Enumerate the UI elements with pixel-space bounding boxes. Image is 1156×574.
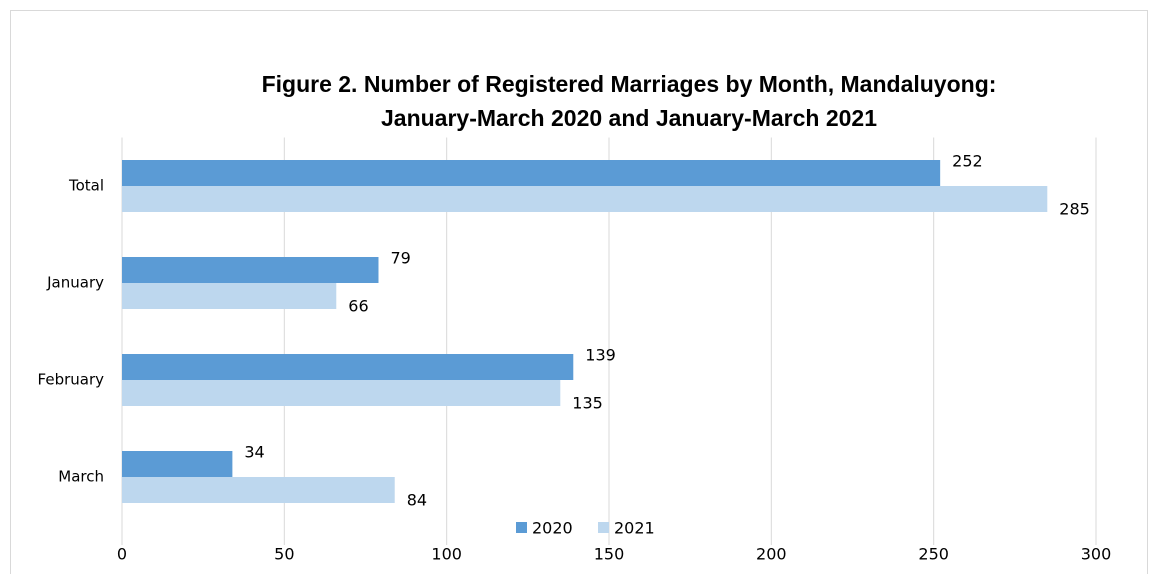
bar (122, 257, 379, 283)
chart-title: Figure 2. Number of Registered Marriages… (262, 71, 997, 97)
bar (122, 283, 337, 309)
legend-label: 2020 (532, 519, 573, 538)
x-tick-label: 150 (594, 545, 625, 564)
bar (122, 477, 395, 503)
bar (122, 186, 1048, 212)
value-label: 139 (585, 346, 616, 365)
x-tick-label: 100 (431, 545, 462, 564)
chart-title: January-March 2020 and January-March 202… (381, 105, 877, 131)
x-tick-label: 50 (274, 545, 294, 564)
value-label: 252 (952, 152, 983, 171)
value-label: 79 (390, 249, 410, 268)
bar (122, 380, 561, 406)
legend-label: 2021 (614, 519, 655, 538)
value-label: 84 (407, 491, 427, 510)
x-tick-label: 300 (1081, 545, 1112, 564)
x-tick-label: 200 (756, 545, 787, 564)
y-tick-label: January (46, 274, 104, 292)
x-tick-label: 0 (117, 545, 127, 564)
value-label: 285 (1059, 200, 1090, 219)
y-tick-label: March (58, 468, 104, 486)
bar (122, 354, 574, 380)
legend-swatch (598, 522, 609, 533)
y-tick-label: Total (68, 177, 104, 195)
bar (122, 451, 233, 477)
value-label: 34 (244, 443, 264, 462)
value-label: 135 (572, 394, 603, 413)
legend-swatch (516, 522, 527, 533)
y-tick-label: February (38, 371, 105, 389)
x-tick-label: 250 (918, 545, 949, 564)
value-label: 66 (348, 297, 368, 316)
bar (122, 160, 941, 186)
